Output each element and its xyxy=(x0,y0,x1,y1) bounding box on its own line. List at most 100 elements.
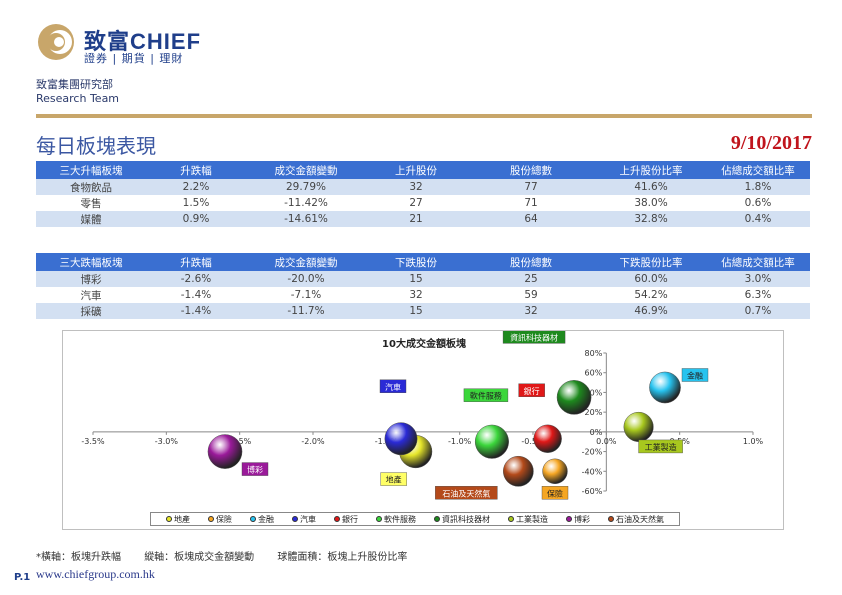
column-header: 下跌股份比率 xyxy=(596,253,706,271)
table-cell: 2.2% xyxy=(146,179,246,195)
table-cell: 1.8% xyxy=(706,179,810,195)
legend-label: 金融 xyxy=(258,514,274,524)
logo-text: 致富CHIEF xyxy=(84,24,201,56)
bubble-label: 汽車 xyxy=(385,382,401,392)
legend-label: 博彩 xyxy=(574,514,590,524)
table-row: 零售 1.5% -11.42% 27 71 38.0% 0.6% xyxy=(36,195,810,211)
table-cell: 29.79% xyxy=(246,179,366,195)
bubble-point xyxy=(623,411,654,442)
table-cell: 59 xyxy=(466,287,596,303)
table-cell: 25 xyxy=(466,271,596,287)
table-row: 汽車 -1.4% -7.1% 32 59 54.2% 6.3% xyxy=(36,287,810,303)
bubble-label-bg xyxy=(518,383,545,397)
legend-label: 汽車 xyxy=(300,514,316,524)
bubble-label-bg xyxy=(681,368,709,382)
bubble-label: 金融 xyxy=(687,371,703,381)
bubble-point xyxy=(207,434,243,469)
table-cell: 71 xyxy=(466,195,596,211)
top-sectors-table: 三大升幅板塊 升跌幅 成交金額變動 上升股份 股份總數 上升股份比率 佔總成交額比率 食物飲… xyxy=(36,161,810,227)
table-cell: 60.0% xyxy=(596,271,706,287)
table-cell: 15 xyxy=(366,271,466,287)
table-cell: -11.7% xyxy=(246,303,366,319)
table-row: 採礦 -1.4% -11.7% 15 32 46.9% 0.7% xyxy=(36,303,810,319)
table-cell: 41.6% xyxy=(596,179,706,195)
table-cell: 0.9% xyxy=(146,211,246,227)
x-tick-label: -3.0% xyxy=(155,437,179,446)
y-tick-label: 40% xyxy=(585,388,603,397)
table-cell: 15 xyxy=(366,303,466,319)
logo-cn-text: 致富 xyxy=(84,30,131,55)
website-link[interactable]: www.chiefgroup.com.hk xyxy=(36,567,155,581)
table-row: 食物飲品 2.2% 29.79% 32 77 41.6% 1.8% xyxy=(36,179,810,195)
column-header: 佔總成交額比率 xyxy=(706,253,810,271)
table-cell: 46.9% xyxy=(596,303,706,319)
column-header: 升跌幅 xyxy=(146,161,246,179)
legend-swatch xyxy=(166,516,172,522)
bubble-point xyxy=(533,424,562,453)
legend-entry: 汽車 xyxy=(292,514,316,525)
bubble-chart: 10大成交金額板塊-3.5%-3.0%-2.5%-2.0%-1.5%-1.0%-… xyxy=(62,330,784,530)
bubble-label-bg xyxy=(379,379,407,393)
legend-swatch xyxy=(434,516,440,522)
column-header: 上升股份 xyxy=(366,161,466,179)
column-header: 成交金額變動 xyxy=(246,161,366,179)
page-number: P.1 xyxy=(14,572,31,583)
column-header: 股份總數 xyxy=(466,253,596,271)
table-cell: 32 xyxy=(366,179,466,195)
table-cell: -14.61% xyxy=(246,211,366,227)
legend-entry: 資訊科技器材 xyxy=(434,514,490,525)
legend-entry: 地產 xyxy=(166,514,190,525)
bubble-point xyxy=(542,458,568,484)
legend-label: 地產 xyxy=(174,514,190,524)
report-date: 9/10/2017 xyxy=(730,132,812,154)
bubble-label-bg xyxy=(241,462,269,476)
bubble-point xyxy=(556,380,592,415)
legend-entry: 銀行 xyxy=(334,514,358,525)
chart-legend: 地產 保險 金融 汽車 銀行 軟件服務 資訊科技器材 工業製造 博彩 石油及天然氣 xyxy=(150,512,680,526)
table-cell: 媒體 xyxy=(36,211,146,227)
bubble-label: 保險 xyxy=(547,488,563,498)
table-cell: 6.3% xyxy=(706,287,810,303)
column-header: 成交金額變動 xyxy=(246,253,366,271)
bubble-point xyxy=(384,422,418,456)
table-cell: 32 xyxy=(366,287,466,303)
chart-title: 10大成交金額板塊 xyxy=(382,337,466,350)
legend-label: 資訊科技器材 xyxy=(442,514,490,524)
bottom-sectors-table: 三大跌幅板塊 升跌幅 成交金額變動 下跌股份 股份總數 下跌股份比率 佔總成交額比率 博彩 -… xyxy=(36,253,810,319)
legend-entry: 石油及天然氣 xyxy=(608,514,664,525)
bubble-label-bg xyxy=(541,486,569,500)
legend-label: 銀行 xyxy=(342,514,358,524)
legend-entry: 工業製造 xyxy=(508,514,548,525)
bubble-label-bg xyxy=(463,388,509,402)
table-cell: 食物飲品 xyxy=(36,179,146,195)
x-tick-label: -3.5% xyxy=(81,437,105,446)
page-title: 每日板塊表現 xyxy=(36,134,156,158)
x-tick-label: -1.0% xyxy=(448,437,472,446)
research-team-block: 致富集團研究部 Research Team xyxy=(36,78,119,106)
bubble-label-bg xyxy=(380,472,407,486)
legend-label: 保險 xyxy=(216,514,232,524)
table-cell: 64 xyxy=(466,211,596,227)
table-cell: 32 xyxy=(466,303,596,319)
footnote-x-axis: *橫軸：板塊升跌幅 xyxy=(36,552,121,563)
bubble-point xyxy=(503,455,534,487)
x-tick-label: -0.5% xyxy=(521,437,545,446)
column-header: 三大跌幅板塊 xyxy=(36,253,146,271)
column-header: 股份總數 xyxy=(466,161,596,179)
column-header: 下跌股份 xyxy=(366,253,466,271)
legend-swatch xyxy=(334,516,340,522)
legend-entry: 軟件服務 xyxy=(376,514,416,525)
table-cell: -20.0% xyxy=(246,271,366,287)
table-row: 媒體 0.9% -14.61% 21 64 32.8% 0.4% xyxy=(36,211,810,227)
legend-entry: 金融 xyxy=(250,514,274,525)
x-tick-label: 1.0% xyxy=(743,437,764,446)
table-cell: 54.2% xyxy=(596,287,706,303)
table-cell: 0.6% xyxy=(706,195,810,211)
x-tick-label: -2.5% xyxy=(228,437,252,446)
legend-swatch xyxy=(376,516,382,522)
legend-swatch xyxy=(208,516,214,522)
logo-en-text: CHIEF xyxy=(130,29,202,54)
bubble-label-bg xyxy=(502,331,566,344)
bubble-label: 軟件服務 xyxy=(470,391,502,401)
table-cell: -1.4% xyxy=(146,303,246,319)
